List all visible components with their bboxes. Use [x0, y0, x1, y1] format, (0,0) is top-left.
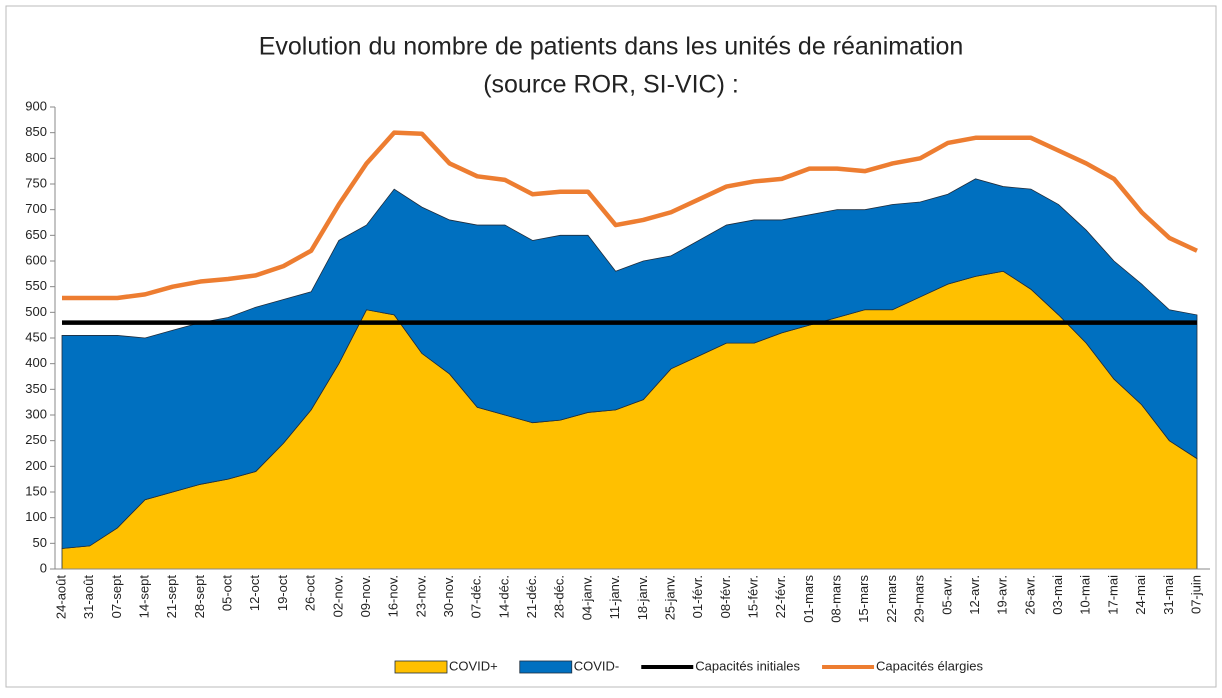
area — [61, 178, 1198, 549]
x-tick-label: 07-juin — [1188, 575, 1203, 614]
x-tick-label: 08-févr. — [718, 575, 733, 618]
x-tick-label: 09-nov. — [358, 575, 373, 617]
x-tick-label: 07-sept — [109, 575, 124, 619]
x-tick-label: 26-oct — [303, 575, 318, 612]
y-tick-label: 450 — [25, 329, 47, 344]
y-tick-label: 50 — [33, 535, 47, 550]
x-tick-label: 12-avr. — [967, 575, 982, 615]
legend-label: Capacités initiales — [695, 658, 800, 673]
y-tick-label: 700 — [25, 201, 47, 216]
x-tick-label: 10-mai — [1078, 575, 1093, 615]
y-tick-label: 600 — [25, 252, 47, 267]
x-tick-label: 08-mars — [829, 575, 844, 623]
x-tick-label: 04-janv. — [579, 575, 594, 620]
x-tick-label: 23-nov. — [413, 575, 428, 617]
legend-label: COVID+ — [449, 658, 498, 673]
legend-label: Capacités élargies — [876, 658, 983, 673]
x-tick-label: 01-févr. — [690, 575, 705, 618]
x-tick-label: 22-mars — [884, 575, 899, 623]
x-tick-label: 26-avr. — [1022, 575, 1037, 615]
x-tick-label: 19-avr. — [995, 575, 1010, 615]
x-tick-label: 02-nov. — [330, 575, 345, 617]
y-tick-label: 750 — [25, 175, 47, 190]
x-tick-label: 21-sept — [164, 575, 179, 619]
y-tick-label: 800 — [25, 150, 47, 165]
x-tick-label: 16-nov. — [386, 575, 401, 617]
x-tick-label: 31-août — [81, 575, 96, 619]
y-tick-label: 500 — [25, 304, 47, 319]
chart-title: (source ROR, SI-VIC) : — [483, 71, 739, 99]
x-tick-label: 24-mai — [1133, 575, 1148, 615]
x-tick-label: 18-janv. — [635, 575, 650, 620]
x-tick-label: 15-févr. — [746, 575, 761, 618]
x-tick-label: 11-janv. — [607, 575, 622, 619]
legend-swatch — [519, 660, 573, 674]
x-tick-label: 14-sept — [136, 575, 151, 619]
x-tick-label: 14-déc. — [496, 575, 511, 618]
x-tick-label: 17-mai — [1105, 575, 1120, 615]
y-tick-label: 100 — [25, 509, 47, 524]
y-tick-label: 350 — [25, 381, 47, 396]
y-tick-label: 0 — [40, 560, 47, 575]
x-tick-label: 05-oct — [220, 575, 235, 612]
x-tick-label: 24-août — [53, 575, 68, 619]
x-tick-label: 22-févr. — [773, 575, 788, 618]
x-tick-label: 25-janv. — [662, 575, 677, 620]
y-tick-label: 200 — [25, 458, 47, 473]
x-tick-label: 12-oct — [247, 575, 262, 612]
line — [62, 130, 1198, 301]
x-tick-label: 29-mars — [912, 575, 927, 623]
x-tick-label: 15-mars — [856, 575, 871, 623]
x-tick-label: 28-sept — [192, 575, 207, 619]
legend-swatch — [394, 660, 448, 674]
x-tick-label: 07-déc. — [469, 575, 484, 618]
x-tick-label: 28-déc. — [552, 575, 567, 618]
y-tick-label: 900 — [25, 98, 47, 113]
y-tick-label: 550 — [25, 278, 47, 293]
x-tick-label: 05-avr. — [939, 575, 954, 615]
x-tick-label: 01-mars — [801, 575, 816, 623]
x-tick-label: 30-nov. — [441, 575, 456, 617]
y-tick-label: 300 — [25, 406, 47, 421]
x-tick-label: 31-mai — [1161, 575, 1176, 615]
x-tick-label: 03-mai — [1050, 575, 1065, 615]
legend-label: COVID- — [574, 658, 620, 673]
chart-title: Evolution du nombre de patients dans les… — [259, 33, 964, 61]
y-tick-label: 400 — [25, 355, 47, 370]
y-tick-label: 850 — [25, 124, 47, 139]
x-tick-label: 21-déc. — [524, 575, 539, 618]
x-tick-label: 19-oct — [275, 575, 290, 612]
y-tick-label: 650 — [25, 227, 47, 242]
y-tick-label: 250 — [25, 432, 47, 447]
y-tick-label: 150 — [25, 483, 47, 498]
